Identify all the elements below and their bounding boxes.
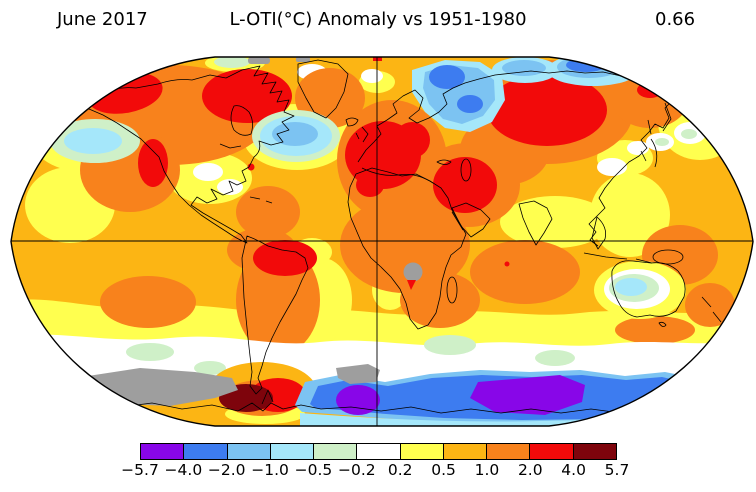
colorbar-segment [443, 444, 488, 459]
colorbar-tick-label: −4.0 [164, 461, 203, 479]
colorbar-tick-label: −0.2 [337, 461, 376, 479]
graticule [11, 57, 753, 426]
colorbar-segment [141, 444, 185, 459]
colorbar-segment [530, 444, 574, 459]
coastlines [57, 59, 722, 414]
global-mean-anomaly-value: 0.66 [655, 9, 696, 30]
missing-data-patches [88, 57, 423, 406]
colorbar-segment [573, 444, 616, 459]
map-date-label: June 2017 [57, 9, 148, 30]
colorbar-tick-label: −2.0 [207, 461, 246, 479]
colorbar-tick-label: 0.5 [431, 461, 456, 479]
colorbar-segment [270, 444, 315, 459]
colorbar-tick-label: 2.0 [517, 461, 543, 479]
map-title: L-OTI(°C) Anomaly vs 1951-1980 [229, 9, 527, 30]
colorbar-tick-label: 5.7 [604, 461, 630, 479]
colorbar-tick-label: 0.2 [387, 461, 413, 479]
colorbar-segment [487, 444, 531, 459]
colorbar-tick-labels: −5.7 −4.0 −2.0 −1.0 −0.5 −0.2 0.2 0.5 1.0 2.0 4.0 5… [121, 461, 629, 481]
colorbar-segment [184, 444, 228, 459]
anomaly-colorbar [140, 443, 617, 460]
colorbar-tick-label: −5.7 [121, 461, 159, 479]
colorbar-segment [357, 444, 401, 459]
colorbar-segment [314, 444, 358, 459]
colorbar-segment [227, 444, 271, 459]
colorbar-tick-label: 1.0 [474, 461, 500, 479]
anomaly-fields [11, 57, 753, 426]
map-outline [10, 56, 754, 427]
colorbar-tick-label: −1.0 [251, 461, 289, 479]
colorbar-tick-label: 4.0 [561, 461, 586, 479]
colorbar-tick-label: −0.5 [294, 461, 333, 479]
colorbar-segment [400, 444, 444, 459]
